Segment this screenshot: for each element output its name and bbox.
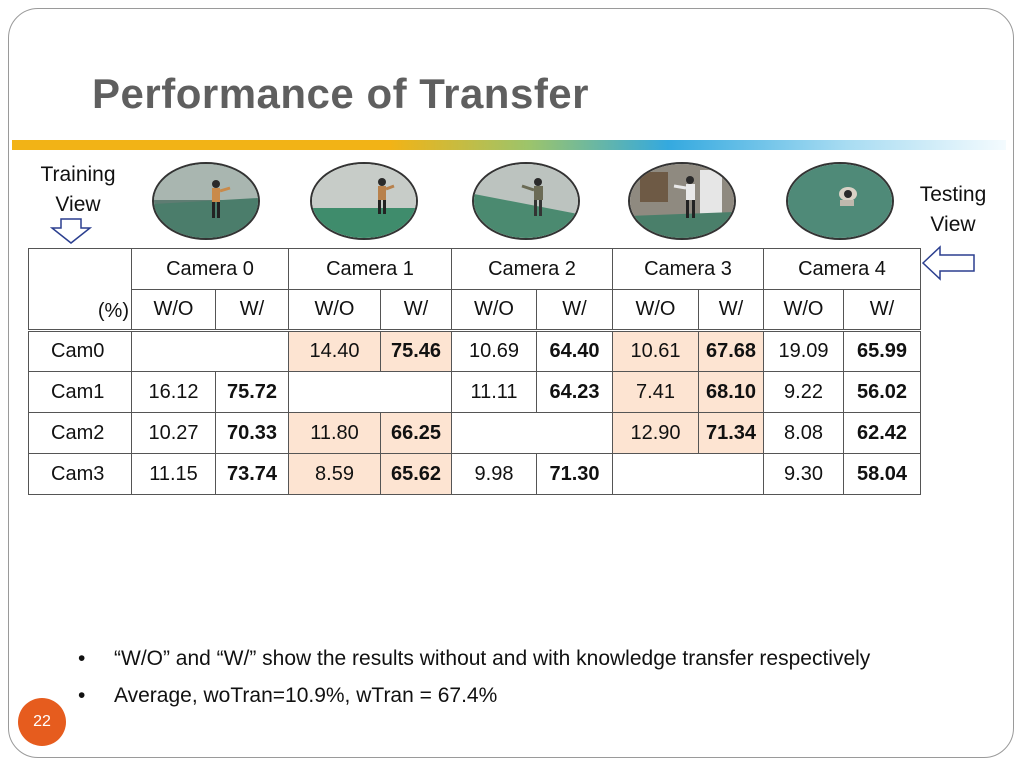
subheader-row: W/O W/ W/O W/ W/O W/ W/O W/ W/O W/ xyxy=(29,289,921,331)
table-cell: 16.12 xyxy=(131,371,216,413)
camera-header: Camera 0 xyxy=(131,248,289,290)
table-cell: 70.33 xyxy=(215,412,289,454)
table-cell: 14.40 xyxy=(288,329,381,372)
table-cell: 12.90 xyxy=(612,412,699,454)
notes-list: • “W/O” and “W/” show the results without… xyxy=(78,640,870,714)
camera-header: Camera 1 xyxy=(288,248,452,290)
note-text: Average, woTran=10.9%, wTran = 67.4% xyxy=(114,684,498,707)
left-arrow-icon xyxy=(922,245,975,281)
list-item: • Average, woTran=10.9%, wTran = 67.4% xyxy=(78,677,870,714)
table-cell xyxy=(288,371,381,413)
table-cell: 11.15 xyxy=(131,453,216,495)
bullet-icon: • xyxy=(78,684,86,707)
unit-label: (%) xyxy=(28,248,132,331)
subheader-cell: W/ xyxy=(380,289,452,331)
subheader-cell: W/O xyxy=(451,289,537,331)
camera-2-view-image xyxy=(472,162,580,240)
table-row: Cam1 16.12 75.72 11.11 64.23 7.41 68.10 … xyxy=(28,371,921,413)
down-arrow-icon xyxy=(50,218,92,244)
table-cell: 56.02 xyxy=(843,371,921,413)
table-cell: 62.42 xyxy=(843,412,921,454)
table-cell: 75.46 xyxy=(380,329,452,372)
table-cell: 10.27 xyxy=(131,412,216,454)
subheader-cell: W/ xyxy=(215,289,289,331)
subheader-cell: W/ xyxy=(536,289,613,331)
table-cell xyxy=(215,329,289,372)
slide-title: Performance of Transfer xyxy=(92,70,590,117)
table-cell: 58.04 xyxy=(843,453,921,495)
table-cell: 65.62 xyxy=(380,453,452,495)
subheader-cell: W/O xyxy=(131,289,216,331)
table-cell: 64.23 xyxy=(536,371,613,413)
table-cell: 10.61 xyxy=(612,329,699,372)
camera-1-view-image xyxy=(310,162,418,240)
table-cell: 8.59 xyxy=(288,453,381,495)
table-cell: 19.09 xyxy=(763,329,844,372)
table-row: Cam2 10.27 70.33 11.80 66.25 12.90 71.34… xyxy=(28,412,921,454)
subheader-cell: W/O xyxy=(763,289,844,331)
table-cell: 9.30 xyxy=(763,453,844,495)
table-cell: 66.25 xyxy=(380,412,452,454)
camera-header: Camera 4 xyxy=(763,248,921,290)
table-cell xyxy=(131,329,216,372)
table-cell: 67.68 xyxy=(698,329,764,372)
table-cell: 9.98 xyxy=(451,453,537,495)
row-label: Cam1 xyxy=(28,371,132,413)
camera-header: Camera 3 xyxy=(612,248,764,290)
row-label: Cam0 xyxy=(28,329,132,372)
list-item: • “W/O” and “W/” show the results without… xyxy=(78,640,870,677)
table-cell: 64.40 xyxy=(536,329,613,372)
results-table: (%) Camera 0 Camera 1 Camera 2 Camera 3 … xyxy=(28,248,921,495)
table-cell: 68.10 xyxy=(698,371,764,413)
table-cell: 8.08 xyxy=(763,412,844,454)
subheader-cell: W/ xyxy=(698,289,764,331)
table-cell xyxy=(536,412,613,454)
row-label: Cam2 xyxy=(28,412,132,454)
bullet-icon: • xyxy=(78,647,86,670)
table-cell xyxy=(612,453,699,495)
subheader-cell: W/O xyxy=(612,289,699,331)
table-cell: 71.30 xyxy=(536,453,613,495)
table-cell: 71.34 xyxy=(698,412,764,454)
camera-header: Camera 2 xyxy=(451,248,613,290)
table-row: Cam3 11.15 73.74 8.59 65.62 9.98 71.30 9… xyxy=(28,453,921,495)
table-cell: 9.22 xyxy=(763,371,844,413)
table-cell: 75.72 xyxy=(215,371,289,413)
table-row: Cam0 14.40 75.46 10.69 64.40 10.61 67.68… xyxy=(28,329,921,372)
camera-0-view-image xyxy=(152,162,260,240)
table-cell: 7.41 xyxy=(612,371,699,413)
table-cell xyxy=(698,453,764,495)
table-cell: 65.99 xyxy=(843,329,921,372)
page-number-badge: 22 xyxy=(18,698,66,746)
training-view-label: Training View xyxy=(40,163,116,216)
testing-view-label: Testing View xyxy=(919,183,987,236)
table-cell: 10.69 xyxy=(451,329,537,372)
camera-header-row: (%) Camera 0 Camera 1 Camera 2 Camera 3 … xyxy=(28,248,921,331)
row-label: Cam3 xyxy=(28,453,132,495)
table-cell: 11.11 xyxy=(451,371,537,413)
subheader-cell: W/ xyxy=(843,289,921,331)
camera-3-view-image xyxy=(628,162,736,240)
table-cell xyxy=(451,412,537,454)
table-cell xyxy=(380,371,452,413)
note-text: “W/O” and “W/” show the results without … xyxy=(114,647,871,670)
camera-4-view-image xyxy=(786,162,894,240)
title-underline-bar xyxy=(12,140,1006,150)
subheader-cell: W/O xyxy=(288,289,381,331)
table-cell: 73.74 xyxy=(215,453,289,495)
table-cell: 11.80 xyxy=(288,412,381,454)
